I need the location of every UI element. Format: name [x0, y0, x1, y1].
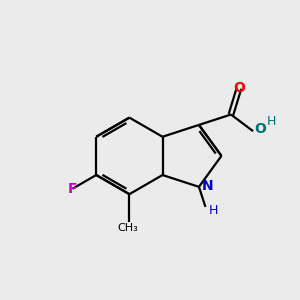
Text: N: N	[201, 179, 213, 193]
Text: H: H	[267, 115, 277, 128]
Text: O: O	[233, 81, 245, 95]
Text: CH₃: CH₃	[118, 223, 138, 233]
Text: F: F	[68, 182, 77, 196]
Text: H: H	[208, 204, 218, 217]
Text: O: O	[254, 122, 266, 136]
